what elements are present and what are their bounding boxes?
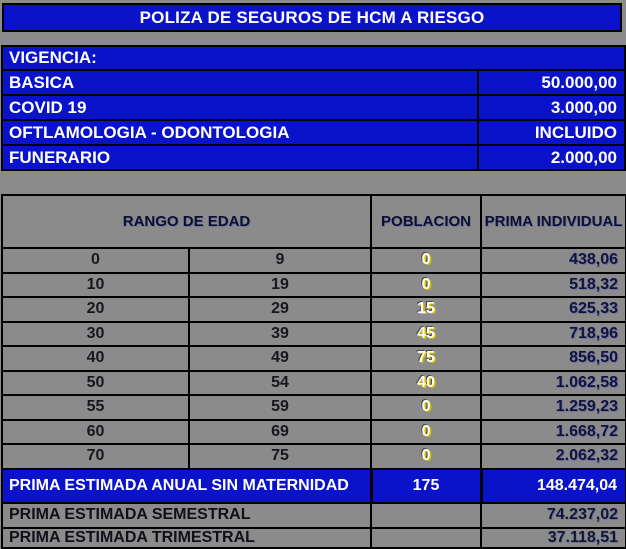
coverage-value-oftalmologia: INCLUIDO [477, 119, 626, 146]
age-to-cell: 75 [187, 443, 373, 470]
semestral-row: PRIMA ESTIMADA SEMESTRAL 74.237,02 [0, 501, 626, 529]
empty-cell [370, 526, 483, 549]
premium-cell: 518,32 [480, 271, 626, 298]
coverage-value-covid: 3.000,00 [477, 94, 626, 121]
table-row: 60 69 0 1.668,72 [1, 418, 626, 445]
premium-cell: 1.668,72 [480, 418, 626, 445]
population-cell: 0 [370, 418, 483, 445]
table-row: FUNERARIO 2.000,00 [1, 144, 626, 171]
age-from-cell: 30 [1, 320, 190, 347]
age-from-cell: 40 [1, 345, 190, 372]
age-from-cell: 55 [1, 394, 190, 421]
population-cell: 45 [370, 320, 483, 347]
coverage-value-basica: 50.000,00 [477, 69, 626, 96]
premium-cell: 625,33 [480, 296, 626, 323]
header-age-range: RANGO DE EDAD [0, 194, 373, 249]
age-to-cell: 39 [187, 320, 373, 347]
population-cell: 40 [370, 369, 483, 396]
population-cell: 0 [370, 247, 483, 274]
age-to-cell: 49 [187, 345, 373, 372]
population-cell: 15 [370, 296, 483, 323]
semestral-value: 74.237,02 [480, 501, 626, 529]
age-from-cell: 10 [1, 271, 190, 298]
table-row: 50 54 40 1.062,58 [1, 369, 626, 396]
table-row: 20 29 15 625,33 [1, 296, 626, 323]
premium-cell: 856,50 [480, 345, 626, 372]
age-to-cell: 19 [187, 271, 373, 298]
age-from-cell: 70 [1, 443, 190, 470]
table-row: BASICA 50.000,00 [1, 69, 626, 96]
premium-cell: 2.062,32 [480, 443, 626, 470]
coverage-label-oftalmologia: OFTLAMOLOGIA - ODONTOLOGIA [1, 119, 479, 146]
population-cell: 75 [370, 345, 483, 372]
coverage-value-funerario: 2.000,00 [477, 144, 626, 171]
age-from-cell: 50 [1, 369, 190, 396]
population-cell: 0 [370, 443, 483, 470]
age-to-cell: 59 [187, 394, 373, 421]
age-premium-table: RANGO DE EDAD POBLACION PRIMA INDIVIDUAL… [0, 194, 626, 549]
header-population: POBLACION [370, 194, 483, 249]
vigencia-section-header: VIGENCIA: [1, 45, 626, 71]
header-individual-premium: PRIMA INDIVIDUAL [480, 194, 626, 249]
age-from-cell: 20 [1, 296, 190, 323]
coverage-label-covid: COVID 19 [1, 94, 479, 121]
table-header-row: RANGO DE EDAD POBLACION PRIMA INDIVIDUAL [0, 194, 626, 249]
annual-total-row: PRIMA ESTIMADA ANUAL SIN MATERNIDAD 175 … [0, 467, 626, 504]
age-to-cell: 69 [187, 418, 373, 445]
table-row: VIGENCIA: [1, 45, 626, 71]
age-to-cell: 54 [187, 369, 373, 396]
annual-total-premium: 148.474,04 [479, 467, 626, 504]
coverage-label-basica: BASICA [1, 69, 479, 96]
premium-cell: 1.062,58 [480, 369, 626, 396]
age-from-cell: 0 [1, 247, 190, 274]
coverage-table: VIGENCIA: BASICA 50.000,00 COVID 19 3.00… [1, 45, 626, 171]
table-row: 10 19 0 518,32 [1, 271, 626, 298]
empty-cell [370, 501, 483, 529]
population-cell: 0 [370, 271, 483, 298]
age-to-cell: 9 [187, 247, 373, 274]
table-row: 70 75 0 2.062,32 [1, 443, 626, 470]
table-row: 30 39 45 718,96 [1, 320, 626, 347]
policy-title: POLIZA DE SEGUROS DE HCM A RIESGO [139, 7, 485, 27]
trimestral-value: 37.118,51 [480, 526, 626, 549]
age-to-cell: 29 [187, 296, 373, 323]
semestral-label: PRIMA ESTIMADA SEMESTRAL [0, 501, 373, 529]
table-row: 0 9 0 438,06 [1, 247, 626, 274]
policy-title-banner: POLIZA DE SEGUROS DE HCM A RIESGO [2, 3, 622, 32]
trimestral-row: PRIMA ESTIMADA TRIMESTRAL 37.118,51 [0, 526, 626, 549]
table-row: 40 49 75 856,50 [1, 345, 626, 372]
table-row: COVID 19 3.000,00 [1, 94, 626, 121]
table-row: 55 59 0 1.259,23 [1, 394, 626, 421]
table-row: OFTLAMOLOGIA - ODONTOLOGIA INCLUIDO [1, 119, 626, 146]
coverage-label-funerario: FUNERARIO [1, 144, 479, 171]
population-cell: 0 [370, 394, 483, 421]
premium-cell: 1.259,23 [480, 394, 626, 421]
trimestral-label: PRIMA ESTIMADA TRIMESTRAL [0, 526, 373, 549]
premium-cell: 438,06 [480, 247, 626, 274]
premium-cell: 718,96 [480, 320, 626, 347]
age-from-cell: 60 [1, 418, 190, 445]
annual-total-population: 175 [369, 467, 483, 504]
annual-total-label: PRIMA ESTIMADA ANUAL SIN MATERNIDAD [0, 467, 373, 504]
